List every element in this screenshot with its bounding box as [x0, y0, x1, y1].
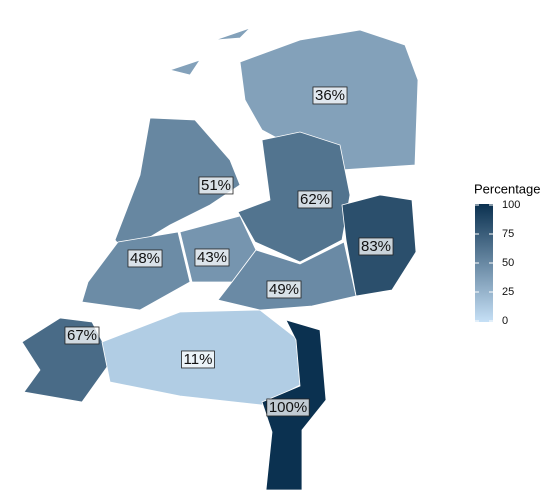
- value-label: 48%: [130, 250, 160, 267]
- regions: [21, 27, 419, 491]
- value-label: 62%: [300, 191, 330, 208]
- label-box: [358, 237, 394, 256]
- label-box: [266, 398, 310, 417]
- value-label: 51%: [201, 177, 231, 194]
- value-label: 67%: [67, 327, 97, 344]
- legend-tick-label: 100: [502, 199, 520, 211]
- legend-tick-label: 50: [502, 257, 514, 269]
- label-box: [297, 190, 333, 209]
- value-label: 100%: [269, 399, 307, 416]
- legend-tick-label: 0: [502, 315, 508, 327]
- legend-title: Percentage: [474, 181, 541, 196]
- region: [217, 241, 357, 311]
- legend-tick-label: 75: [502, 228, 514, 240]
- region: [168, 27, 419, 171]
- colorbar: [475, 204, 493, 322]
- value-label: 83%: [361, 238, 391, 255]
- labels: 36% 51% 62% 83% 48% 43% 49% 67% 11% 100%: [64, 86, 394, 417]
- region: [237, 131, 351, 263]
- label-box: [312, 86, 348, 105]
- region: [81, 231, 191, 311]
- legend-ticks: 0 25 50 75 100: [475, 199, 520, 327]
- label-box: [266, 280, 302, 299]
- label-box: [127, 249, 163, 268]
- value-label: 11%: [184, 351, 213, 368]
- legend-tick-label: 25: [502, 286, 514, 298]
- value-label: 43%: [197, 249, 227, 266]
- region: [114, 117, 241, 253]
- label-box: [64, 326, 100, 345]
- value-label: 49%: [269, 281, 299, 298]
- label-box: [194, 248, 230, 267]
- label-box: [181, 350, 215, 369]
- label-box: [198, 176, 234, 195]
- value-label: 36%: [315, 87, 345, 104]
